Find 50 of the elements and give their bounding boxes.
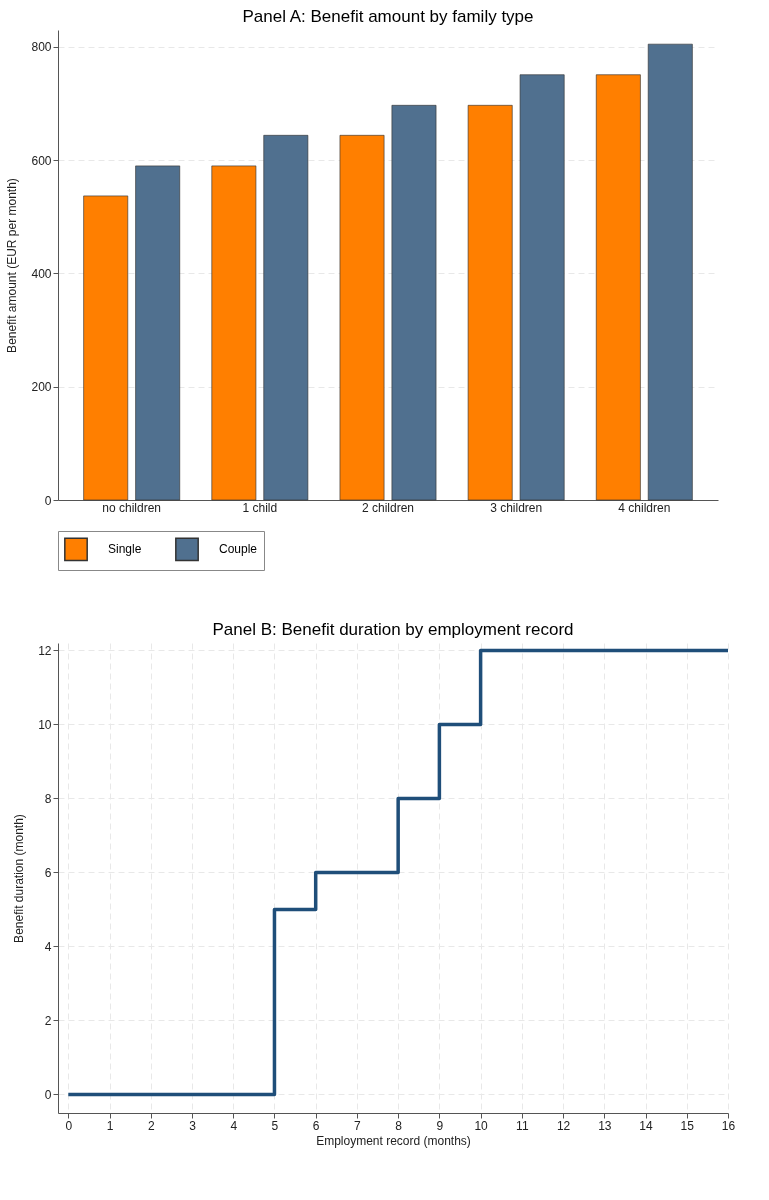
chart-title: Panel B: Benefit duration by employment record bbox=[212, 620, 574, 639]
x-tick-label: 14 bbox=[639, 1118, 654, 1133]
bar bbox=[83, 195, 129, 501]
y-tick-label: 400 bbox=[31, 266, 52, 281]
x-tick-label: 16 bbox=[721, 1118, 736, 1133]
y-tick-label: 4 bbox=[44, 939, 52, 954]
y-tick-label: 10 bbox=[38, 717, 52, 732]
bar bbox=[135, 165, 181, 501]
x-tick-label: 4 children bbox=[618, 500, 671, 515]
bar bbox=[595, 74, 641, 501]
chart-title: Panel A: Benefit amount by family type bbox=[242, 7, 534, 26]
x-tick-label: no children bbox=[102, 500, 162, 515]
y-tick-label: 0 bbox=[44, 1088, 52, 1102]
x-tick-label: 1 bbox=[106, 1118, 114, 1133]
x-tick-label: 15 bbox=[680, 1118, 695, 1133]
x-tick-label: 13 bbox=[598, 1118, 612, 1133]
y-tick-label: 200 bbox=[31, 380, 52, 395]
x-tick-label: 0 bbox=[65, 1118, 73, 1133]
y-tick-label: 8 bbox=[44, 791, 52, 806]
x-tick-label: 1 child bbox=[242, 500, 278, 515]
x-tick-label: 9 bbox=[436, 1118, 444, 1133]
bar bbox=[339, 134, 385, 501]
x-tick-label: 4 bbox=[230, 1118, 238, 1133]
y-axis-title: Benefit amount (EUR per month) bbox=[5, 178, 20, 353]
y-tick-label: 12 bbox=[38, 643, 52, 658]
x-tick-label: 10 bbox=[474, 1118, 489, 1133]
x-tick-label: 11 bbox=[516, 1118, 529, 1133]
x-tick-label: 6 bbox=[312, 1118, 320, 1133]
x-tick-label: 2 bbox=[147, 1118, 155, 1133]
x-tick-label: 7 bbox=[354, 1118, 362, 1133]
y-tick-label: 600 bbox=[31, 153, 52, 168]
bar bbox=[519, 74, 565, 501]
y-tick-label: 2 bbox=[44, 1013, 52, 1028]
bar bbox=[263, 134, 309, 501]
legend-label: Couple bbox=[219, 542, 258, 557]
x-tick-label: 3 bbox=[189, 1118, 197, 1133]
x-tick-label: 2 children bbox=[361, 500, 415, 515]
bar bbox=[467, 104, 513, 501]
y-tick-label: 6 bbox=[44, 865, 52, 880]
x-tick-label: 3 children bbox=[490, 500, 543, 515]
bar bbox=[647, 43, 693, 501]
x-tick-label: 8 bbox=[395, 1118, 403, 1133]
y-axis-title: Benefit duration (month) bbox=[12, 814, 27, 943]
bar bbox=[391, 104, 437, 501]
x-tick-label: 5 bbox=[271, 1118, 279, 1133]
x-axis-title: Employment record (months) bbox=[316, 1133, 471, 1148]
bar bbox=[211, 165, 257, 501]
y-tick-label: 800 bbox=[31, 40, 52, 55]
legend-label: Single bbox=[108, 542, 142, 557]
x-tick-label: 12 bbox=[556, 1118, 571, 1133]
